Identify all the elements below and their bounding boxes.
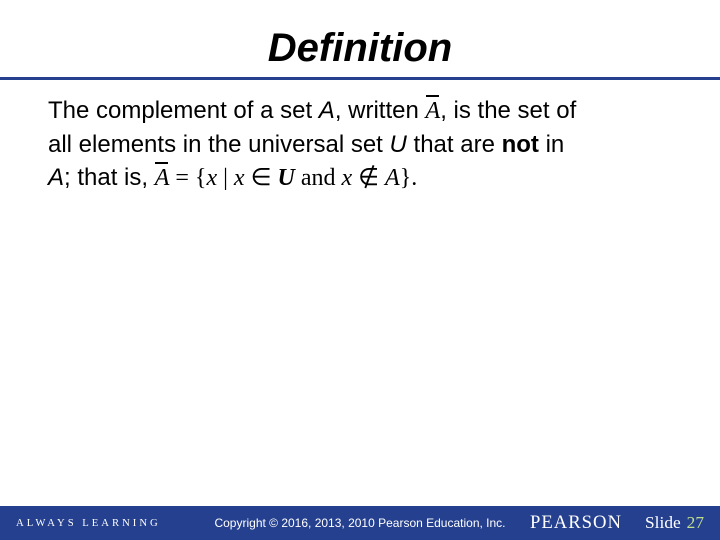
not-element-of-symbol: ∉ — [352, 165, 385, 191]
a-bar-notation: A — [426, 95, 441, 128]
a-bar-letter: A — [426, 98, 441, 124]
element-of-symbol: ∈ — [245, 165, 278, 191]
var-x: x — [206, 165, 217, 191]
universal-set-u: U — [390, 131, 407, 158]
text-run: ; that is, — [64, 164, 155, 191]
slide-number: 27 — [687, 513, 704, 533]
slide-label: Slide — [645, 513, 681, 533]
text-run: in — [539, 131, 564, 158]
body-area: The complement of a set A, written A, is… — [0, 80, 720, 195]
set-a: A — [319, 97, 335, 124]
a-bar-letter: A — [155, 165, 170, 191]
text-run: all elements in the universal set — [48, 131, 390, 158]
such-that-bar: | — [217, 165, 234, 191]
var-x: x — [234, 165, 245, 191]
set-a-ref: A — [48, 164, 64, 191]
slide-title: Definition — [0, 26, 720, 71]
text-run: that are — [407, 131, 502, 158]
overbar — [426, 95, 440, 97]
definition-paragraph: The complement of a set A, written A, is… — [48, 94, 672, 195]
footer-bar: ALWAYS LEARNING Copyright © 2016, 2013, … — [0, 506, 720, 540]
equals-brace: = { — [169, 165, 206, 191]
overbar — [155, 162, 169, 164]
text-run: , — [440, 97, 447, 124]
title-area: Definition — [0, 0, 720, 71]
text-run: The complement of a set — [48, 97, 319, 124]
and-text: and — [295, 165, 342, 191]
emphasis-not: not — [502, 131, 539, 158]
set-a-rhs: A — [385, 165, 400, 191]
set-u: U — [277, 165, 294, 191]
text-run: , written — [335, 97, 426, 124]
set-builder-definition: A = {x | x ∈ U and x ∉ A}. — [155, 165, 418, 191]
text-run: is the set of — [447, 97, 576, 124]
a-bar-lhs: A — [155, 162, 170, 195]
close-brace: }. — [400, 165, 418, 191]
footer-brand-logo: PEARSON — [530, 512, 622, 534]
slide-number-group: Slide 27 — [645, 513, 704, 533]
var-x: x — [341, 165, 352, 191]
